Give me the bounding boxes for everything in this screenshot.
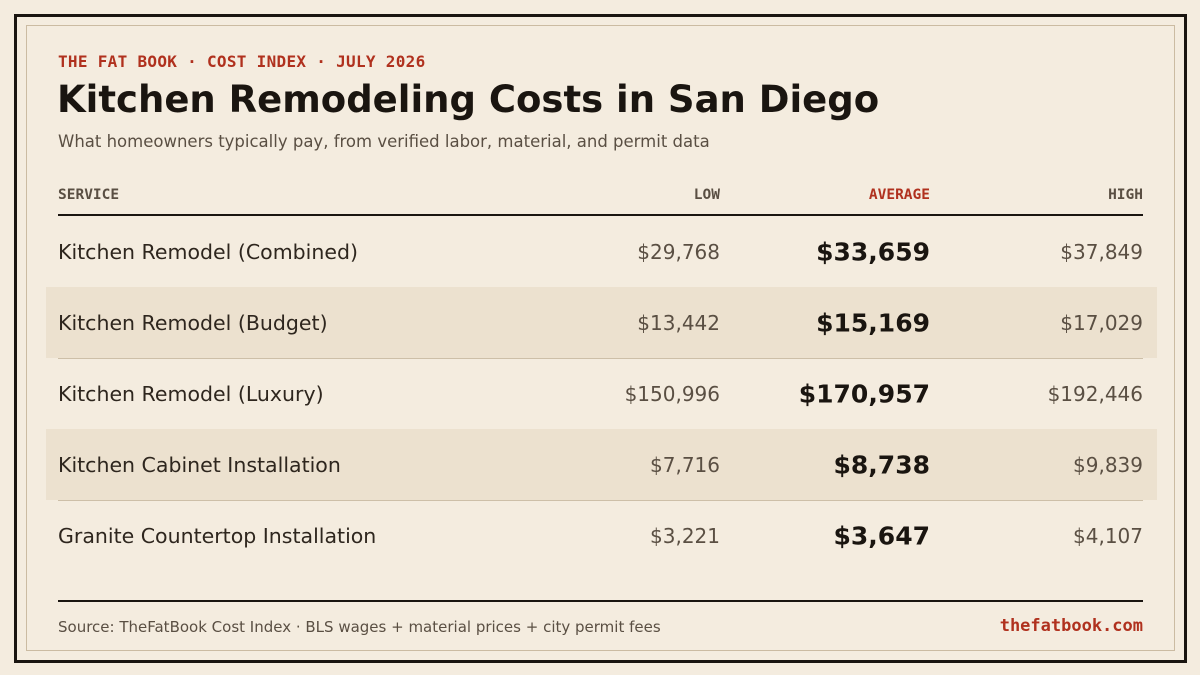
table-row: Kitchen Remodel (Combined) $29,768 $33,659… bbox=[46, 216, 1157, 288]
outer-frame bbox=[14, 14, 1187, 663]
service-name: Kitchen Remodel (Combined) bbox=[58, 239, 358, 264]
high-price: $17,029 bbox=[1060, 310, 1143, 335]
page-title: Kitchen Remodeling Costs in San Diego bbox=[57, 78, 880, 121]
column-header-low: LOW bbox=[693, 187, 720, 203]
service-name: Kitchen Cabinet Installation bbox=[58, 452, 341, 477]
low-price: $3,221 bbox=[650, 523, 720, 548]
column-header-average: AVERAGE bbox=[868, 187, 930, 203]
average-price: $15,169 bbox=[816, 308, 930, 337]
table-row: Granite Countertop Installation $3,221 $3,… bbox=[46, 500, 1157, 571]
column-header-service: SERVICE bbox=[58, 187, 120, 203]
high-price: $192,446 bbox=[1047, 381, 1143, 406]
service-name: Kitchen Remodel (Budget) bbox=[58, 310, 328, 335]
header-rule bbox=[58, 214, 1143, 216]
page-subtitle: What homeowners typically pay, from veri… bbox=[58, 132, 710, 151]
low-price: $13,442 bbox=[637, 310, 720, 335]
column-header-high: HIGH bbox=[1108, 187, 1143, 203]
service-name: Kitchen Remodel (Luxury) bbox=[58, 381, 324, 406]
high-price: $4,107 bbox=[1073, 523, 1143, 548]
average-price: $8,738 bbox=[833, 450, 930, 479]
table-row: Kitchen Remodel (Budget) $13,442 $15,169 $1… bbox=[46, 287, 1157, 359]
inner-frame bbox=[26, 25, 1175, 651]
low-price: $7,716 bbox=[650, 452, 720, 477]
source-note: Source: TheFatBook Cost Index · BLS wage… bbox=[58, 618, 661, 636]
high-price: $9,839 bbox=[1073, 452, 1143, 477]
table-row: Kitchen Cabinet Installation $7,716 $8,738… bbox=[46, 429, 1157, 501]
service-name: Granite Countertop Installation bbox=[58, 523, 377, 548]
average-price: $33,659 bbox=[816, 237, 930, 266]
average-price: $170,957 bbox=[798, 379, 930, 408]
footer-rule bbox=[58, 600, 1143, 602]
site-link[interactable]: thefatbook.com bbox=[999, 616, 1143, 636]
eyebrow-label: THE FAT BOOK · COST INDEX · JULY 2026 bbox=[58, 52, 426, 71]
row-divider bbox=[58, 358, 1143, 359]
row-divider bbox=[58, 500, 1143, 501]
table-row: Kitchen Remodel (Luxury) $150,996 $170,957… bbox=[46, 358, 1157, 430]
average-price: $3,647 bbox=[833, 521, 930, 550]
low-price: $29,768 bbox=[637, 239, 720, 264]
low-price: $150,996 bbox=[624, 381, 720, 406]
high-price: $37,849 bbox=[1060, 239, 1143, 264]
